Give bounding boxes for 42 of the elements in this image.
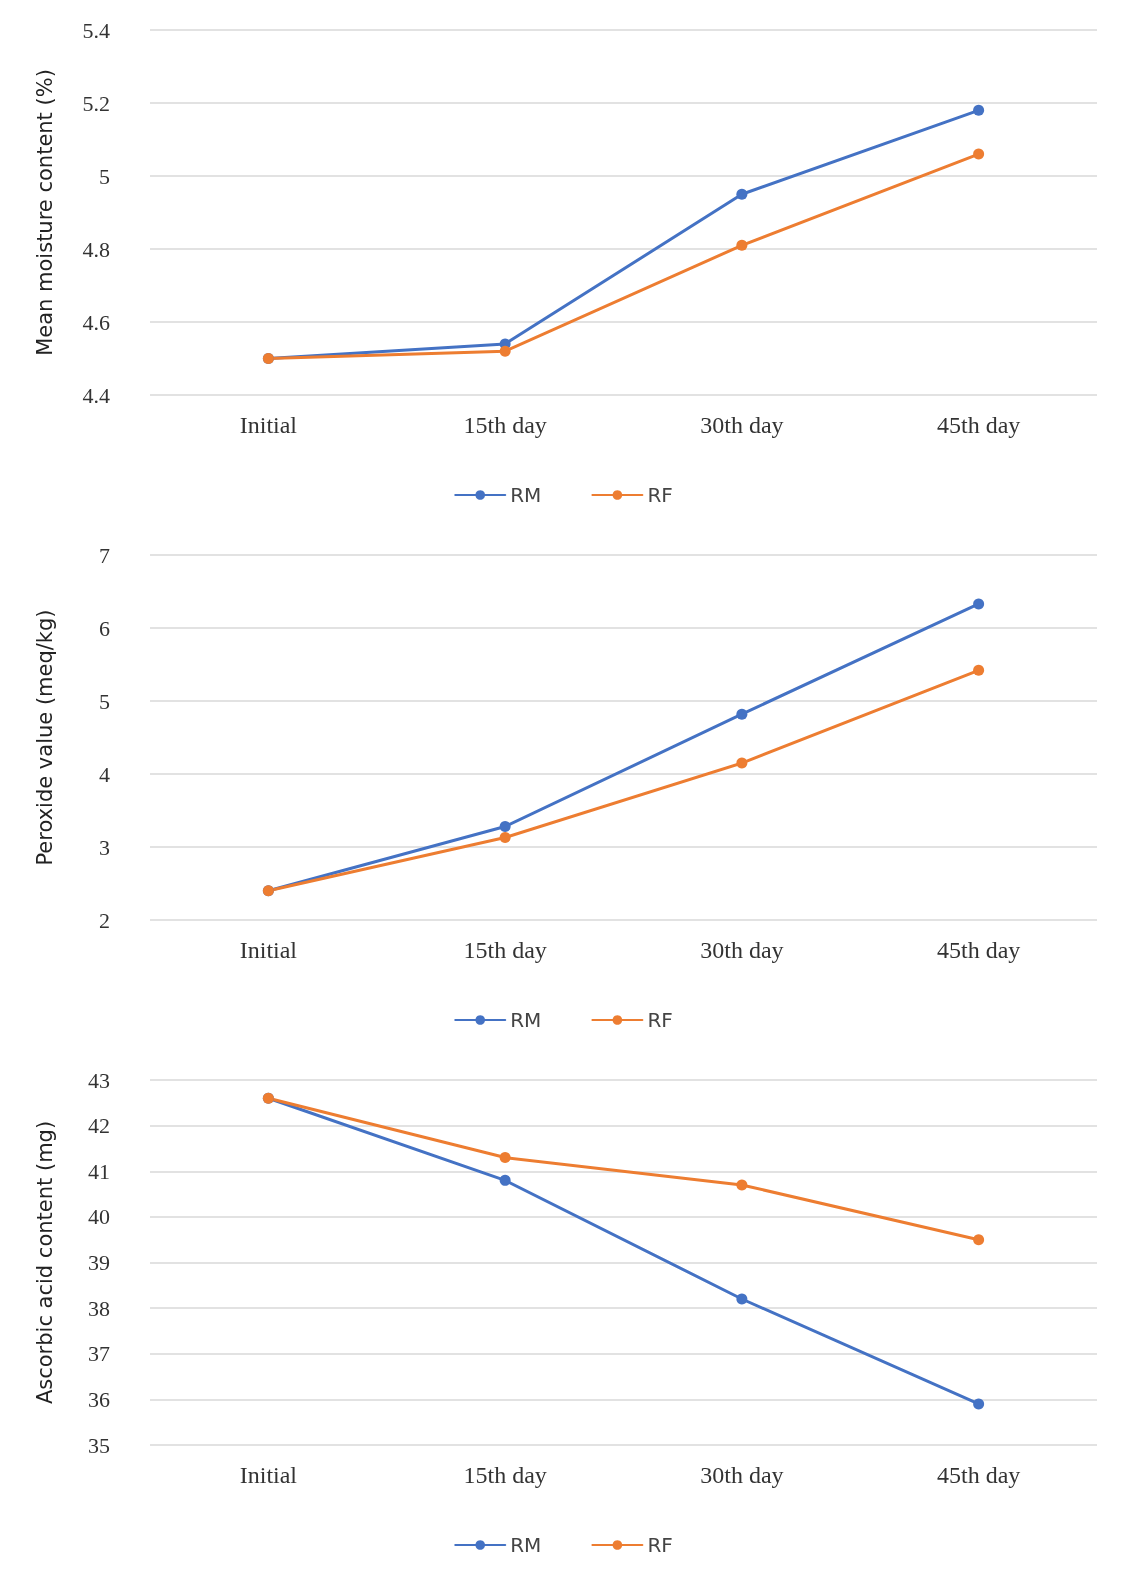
y-axis-title: Ascorbic acid content (mg) (32, 1120, 57, 1405)
y-tick-label: 40 (88, 1204, 110, 1230)
y-tick-label: 4.6 (82, 309, 110, 335)
y-tick-label: 42 (88, 1113, 110, 1139)
x-tick-label: Initial (239, 412, 298, 438)
y-tick-label: 4 (99, 761, 110, 787)
y-tick-label: 4.4 (82, 382, 110, 408)
y-tick-label: 35 (88, 1432, 110, 1458)
y-axis-title: Mean moisture content (%) (32, 69, 57, 356)
x-tick-label: 30th day (700, 1462, 784, 1488)
x-tick-label: Initial (239, 1462, 298, 1488)
x-tick-label: 15th day (463, 937, 547, 963)
y-tick-label: 38 (88, 1295, 110, 1321)
y-tick-label: 5 (99, 688, 110, 714)
x-tick-label: 30th day (700, 412, 784, 438)
x-tick-label: 15th day (463, 412, 547, 438)
legend-label: RM (510, 483, 542, 507)
legend-label: RM (510, 1533, 542, 1557)
y-tick-label: 4.8 (82, 236, 110, 262)
legend-label: RF (647, 483, 673, 507)
y-tick-label: 41 (88, 1158, 110, 1184)
y-tick-label: 3 (99, 834, 110, 860)
y-tick-label: 37 (88, 1341, 110, 1367)
legend-label: RF (647, 1533, 673, 1557)
y-tick-label: 5 (99, 163, 110, 189)
x-tick-label: 45th day (936, 412, 1021, 438)
y-tick-label: 36 (88, 1386, 110, 1412)
y-tick-label: 39 (88, 1250, 110, 1275)
y-axis-title: Peroxide value (meq/kg) (32, 609, 57, 866)
x-tick-label: 45th day (936, 1462, 1021, 1488)
x-tick-label: 45th day (936, 937, 1021, 963)
y-tick-label: 5.2 (82, 90, 110, 116)
legend-label: RM (510, 1008, 542, 1032)
y-tick-label: 7 (99, 542, 110, 568)
x-tick-label: Initial (239, 937, 298, 963)
y-tick-label: 2 (99, 907, 110, 933)
y-tick-label: 43 (88, 1067, 110, 1093)
y-tick-label: 5.4 (82, 17, 110, 43)
legend-label: RF (647, 1008, 673, 1032)
y-tick-label: 6 (99, 615, 110, 641)
x-tick-label: 15th day (463, 1462, 547, 1488)
x-tick-label: 30th day (700, 937, 784, 963)
